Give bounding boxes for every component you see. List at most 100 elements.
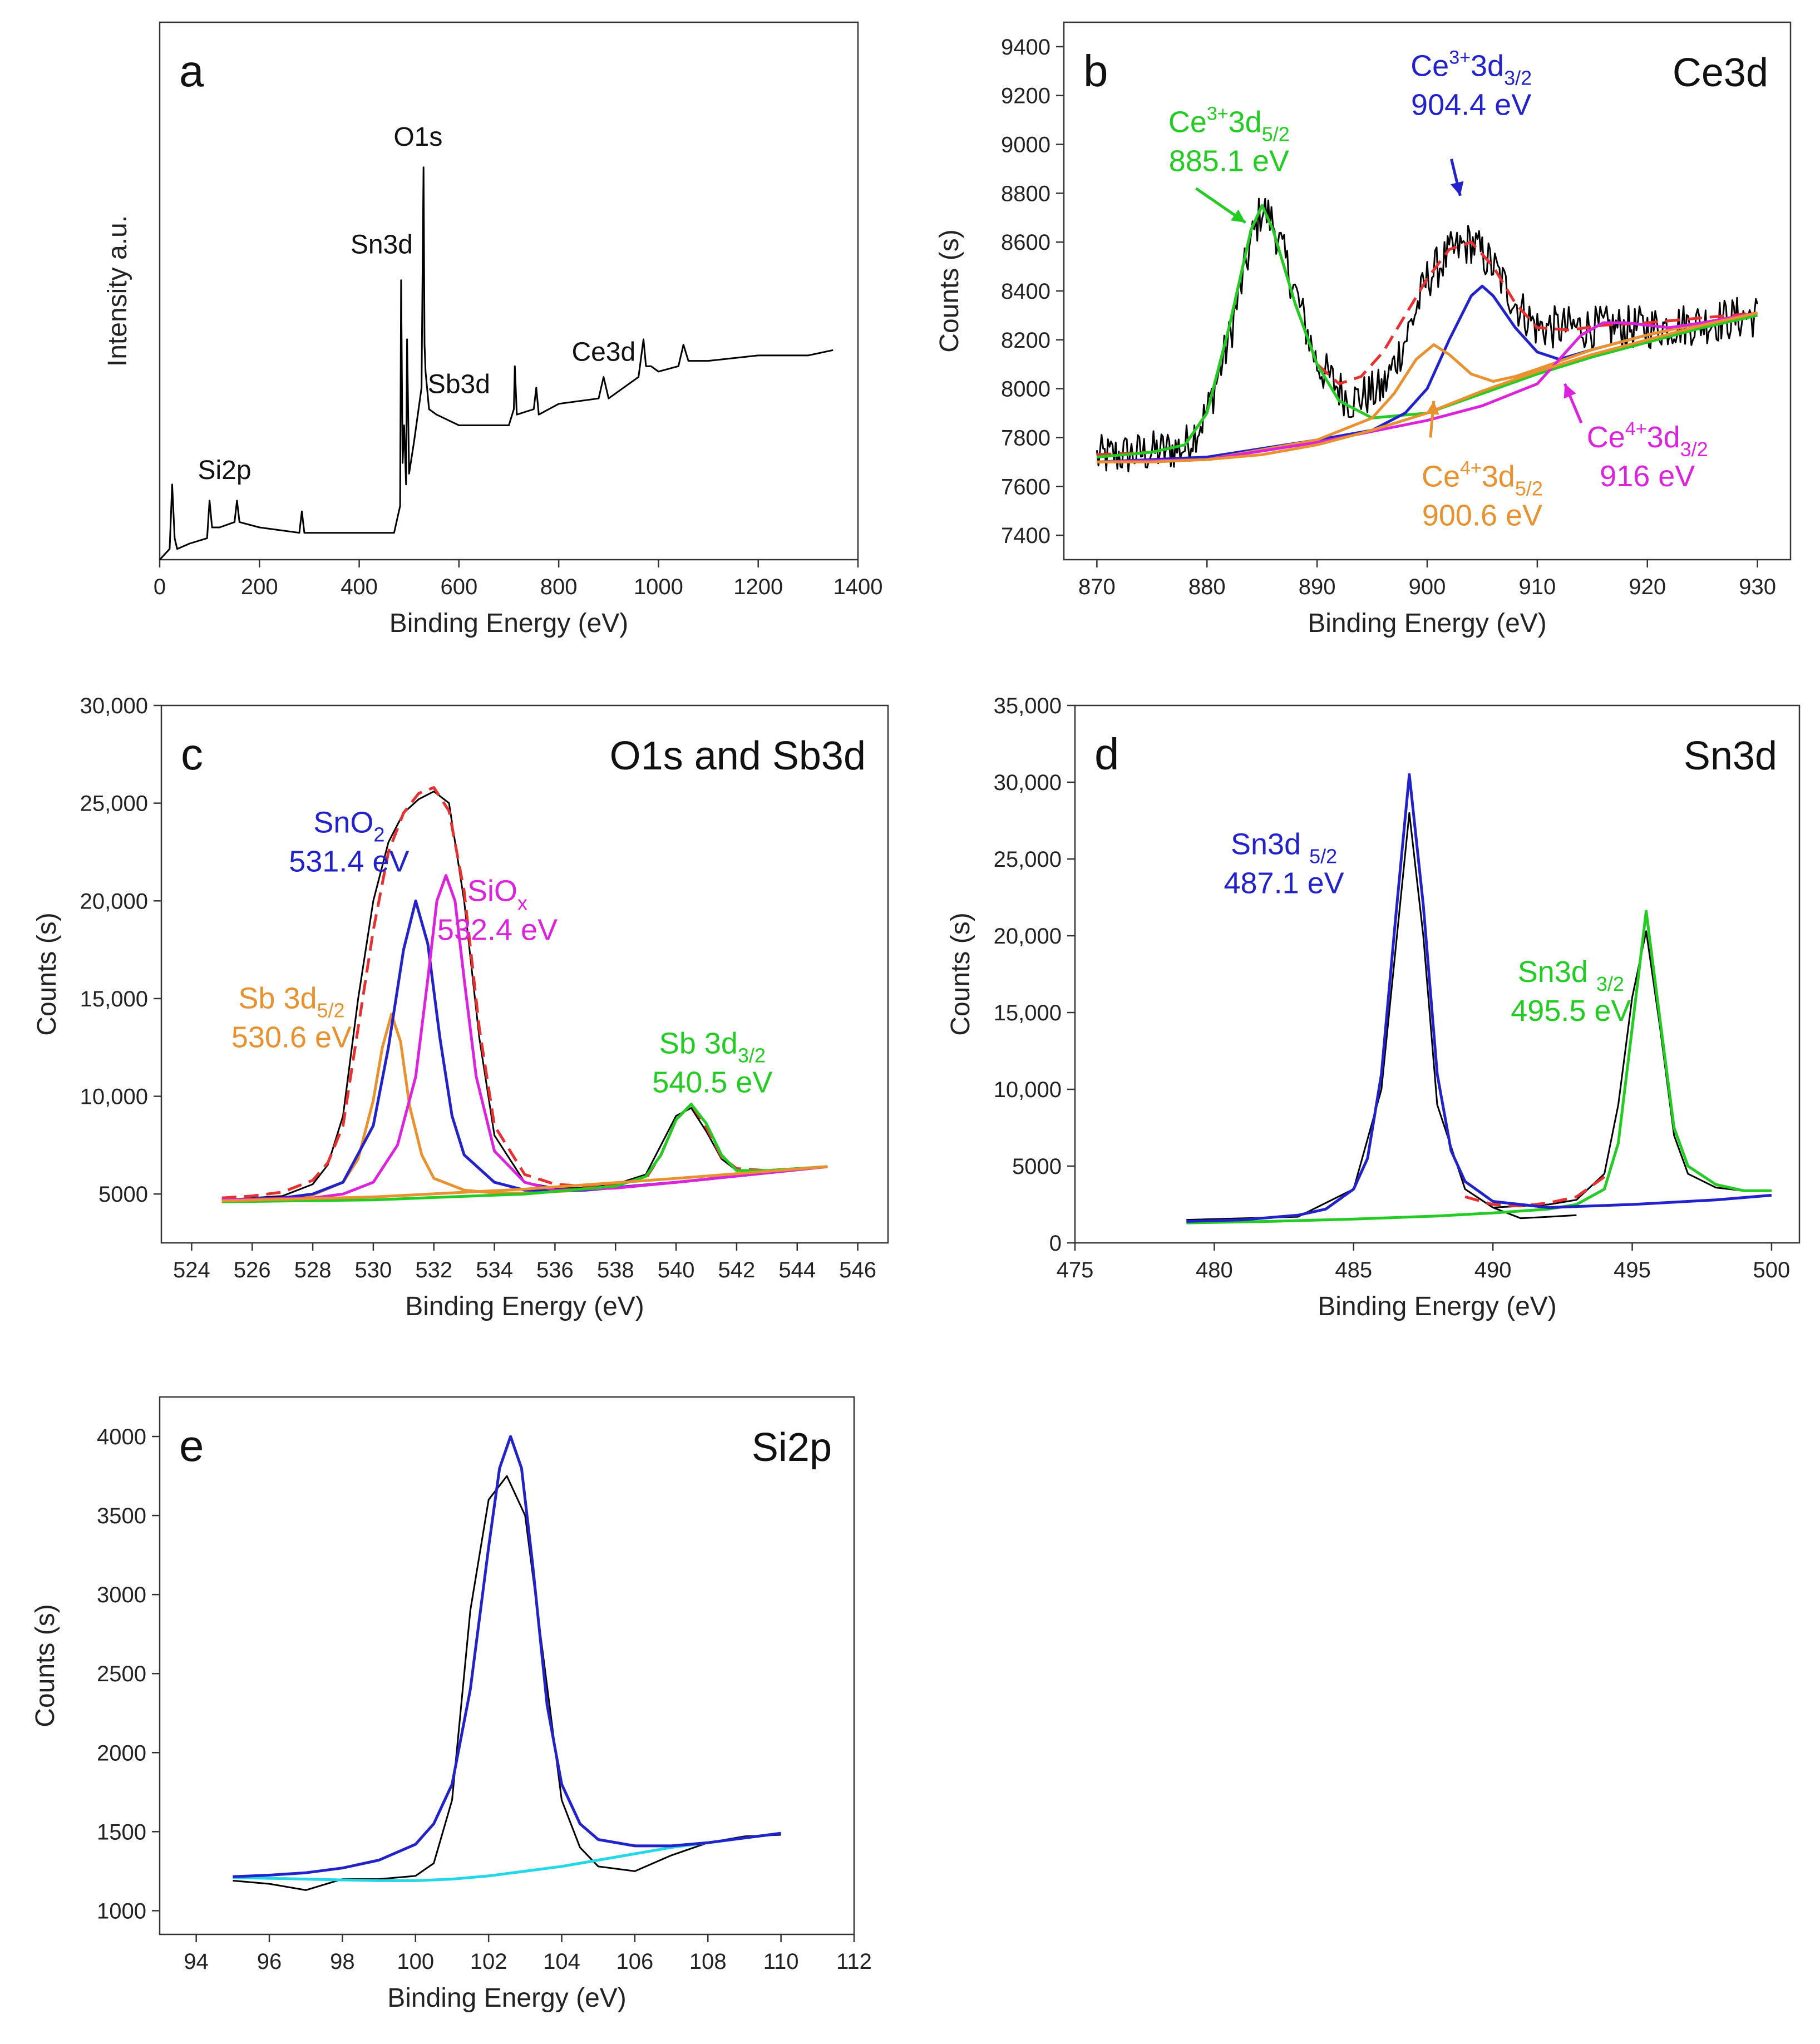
y-tick-label: 1000	[97, 1899, 146, 1923]
y-tick-label: 3000	[97, 1583, 146, 1607]
y-tick-label: 15,000	[80, 987, 148, 1011]
x-tick-label: 0	[154, 575, 166, 599]
y-tick-label: 9200	[1001, 84, 1050, 108]
panel-letter: b	[1083, 46, 1108, 96]
peak-label: Si2p	[198, 456, 251, 485]
series-line-raw-2	[1493, 930, 1772, 1208]
y-tick-label: 9000	[1001, 133, 1050, 157]
y-tick-label: 8200	[1001, 328, 1050, 353]
x-axis-title: Binding Energy (eV)	[1308, 609, 1547, 638]
y-tick-label: 8800	[1001, 181, 1050, 206]
y-tick-label: 9400	[1001, 35, 1050, 60]
x-tick-label: 538	[597, 1258, 634, 1282]
peak-label-name: Sn3d 3/2	[1518, 955, 1624, 995]
x-tick-label: 1200	[733, 575, 783, 599]
y-tick-label: 8600	[1001, 230, 1050, 255]
x-tick-label: 528	[294, 1258, 332, 1282]
peak-label-name: SnO2	[313, 806, 384, 846]
peak-label-name: Ce4+3d5/2	[1422, 457, 1543, 500]
x-tick-label: 870	[1078, 575, 1116, 599]
y-tick-label: 2500	[97, 1662, 146, 1686]
x-tick-label: 536	[536, 1258, 574, 1282]
x-tick-label: 524	[173, 1258, 210, 1282]
y-tick-label: 7600	[1001, 475, 1050, 499]
x-tick-label: 94	[184, 1949, 209, 1974]
x-tick-label: 880	[1188, 575, 1226, 599]
plot-frame	[1074, 704, 1801, 1244]
pointer-arrow-head	[1451, 181, 1464, 196]
panel-letter: a	[179, 46, 204, 96]
y-tick-label: 25,000	[994, 847, 1062, 872]
peak-label-name: Ce4+3d3/2	[1587, 418, 1708, 461]
series-line-fit	[233, 1435, 781, 1878]
x-tick-label: 485	[1335, 1258, 1372, 1282]
peak-label-name: Sb 3d5/2	[238, 981, 344, 1021]
peak-label-energy: 900.6 eV	[1422, 498, 1542, 532]
y-tick-label: 4000	[97, 1425, 146, 1449]
y-tick-label: 5000	[1012, 1154, 1062, 1179]
x-tick-label: 112	[836, 1949, 872, 1974]
panel-letter: d	[1094, 729, 1119, 779]
x-tick-label: 1400	[833, 575, 883, 599]
series-line-ce4-3d5-2	[1097, 312, 1758, 463]
peak-label-name: Ce3+3d3/2	[1410, 47, 1532, 90]
x-tick-label: 108	[689, 1949, 727, 1974]
peak-label: O1s	[393, 122, 442, 152]
peak-label-name: Ce3+3d5/2	[1168, 103, 1290, 146]
plot-frame	[159, 1396, 855, 1936]
y-tick-label: 35,000	[994, 694, 1062, 718]
x-tick-label: 910	[1519, 575, 1556, 599]
panel-letter: e	[179, 1421, 204, 1470]
x-tick-label: 480	[1196, 1258, 1233, 1282]
x-tick-label: 102	[470, 1949, 507, 1974]
x-tick-label: 890	[1299, 575, 1336, 599]
peak-label-energy: 540.5 eV	[652, 1065, 772, 1099]
series-line-survey	[159, 166, 833, 561]
y-axis-title: Counts (s)	[935, 229, 964, 352]
panel-letter: c	[181, 729, 203, 779]
panel-title: O1s and Sb3d	[610, 734, 866, 778]
series-line-envelope	[221, 786, 828, 1199]
y-tick-label: 5000	[98, 1182, 148, 1207]
y-tick-label: 7800	[1001, 426, 1050, 450]
y-tick-label: 7400	[1001, 524, 1050, 548]
y-tick-label: 10,000	[80, 1085, 148, 1109]
panel-e: 94 96 98 100 102 104 106 108 110 112 1000 1500 2000 2…	[31, 1396, 872, 2013]
x-tick-label: 534	[476, 1258, 513, 1282]
x-tick-label: 530	[355, 1258, 392, 1282]
peak-label-energy: 904.4 eV	[1411, 88, 1531, 122]
series-line-raw	[233, 1475, 781, 1891]
series-line-raw	[221, 791, 828, 1201]
y-axis-title: Counts (s)	[32, 912, 62, 1035]
x-tick-label: 490	[1474, 1258, 1512, 1282]
x-tick-label: 800	[540, 575, 578, 599]
y-tick-label: 15,000	[994, 1001, 1062, 1025]
x-axis-title: Binding Energy (eV)	[387, 1983, 627, 2013]
x-tick-label: 900	[1409, 575, 1446, 599]
x-tick-label: 100	[397, 1949, 434, 1974]
peak-label: Ce3d	[571, 338, 635, 367]
peak-label-energy: 487.1 eV	[1224, 867, 1344, 900]
series-line-sn3d-3-2	[1186, 910, 1772, 1225]
x-tick-label: 532	[415, 1258, 452, 1282]
peak-label-energy: 532.4 eV	[437, 913, 558, 946]
plot-frame	[160, 704, 889, 1244]
panel-title: Sn3d	[1684, 734, 1777, 778]
peak-label-name: Sn3d 5/2	[1231, 828, 1337, 868]
y-tick-label: 8000	[1001, 377, 1050, 402]
x-tick-label: 98	[330, 1949, 355, 1974]
y-axis-title: Counts (s)	[31, 1604, 60, 1727]
y-tick-label: 1500	[97, 1820, 146, 1844]
x-tick-label: 526	[234, 1258, 271, 1282]
pointer-arrow-head	[1563, 383, 1576, 399]
series-line-sn3d-5-2	[1186, 773, 1772, 1223]
x-tick-label: 475	[1057, 1258, 1094, 1282]
y-tick-label: 20,000	[994, 924, 1062, 949]
peak-label-energy: 495.5 eV	[1511, 994, 1631, 1028]
y-tick-label: 20,000	[80, 889, 148, 914]
panel-title: Si2p	[752, 1425, 832, 1470]
x-tick-label: 540	[658, 1258, 695, 1282]
panel-title: Ce3d	[1673, 51, 1768, 95]
x-tick-label: 1000	[634, 575, 683, 599]
y-tick-label: 0	[1049, 1231, 1062, 1256]
